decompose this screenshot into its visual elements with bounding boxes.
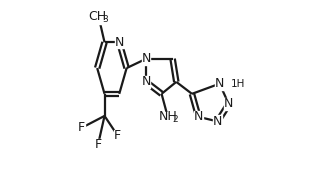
Text: N: N [194, 110, 203, 123]
Bar [224, 98, 233, 110]
Bar [141, 76, 150, 88]
Bar [215, 78, 224, 90]
Bar [78, 122, 85, 133]
Bar [194, 111, 203, 123]
Text: N: N [141, 52, 150, 65]
Text: F: F [114, 129, 121, 142]
Text: 2: 2 [173, 115, 178, 124]
Text: N: N [141, 75, 150, 88]
Text: 3: 3 [102, 15, 108, 24]
Text: N: N [115, 36, 124, 49]
Bar [115, 36, 124, 48]
Bar [213, 116, 222, 127]
Bar [141, 53, 150, 65]
Text: F: F [95, 138, 102, 151]
Text: N: N [224, 98, 233, 110]
Bar [95, 139, 102, 150]
Bar [92, 13, 106, 24]
Text: NH: NH [159, 110, 177, 123]
Text: 1H: 1H [230, 79, 245, 89]
Text: F: F [78, 121, 85, 134]
Text: N: N [213, 115, 222, 128]
Bar [160, 112, 176, 124]
Text: N: N [215, 77, 224, 90]
Text: CH: CH [88, 10, 106, 23]
Bar [114, 130, 121, 141]
